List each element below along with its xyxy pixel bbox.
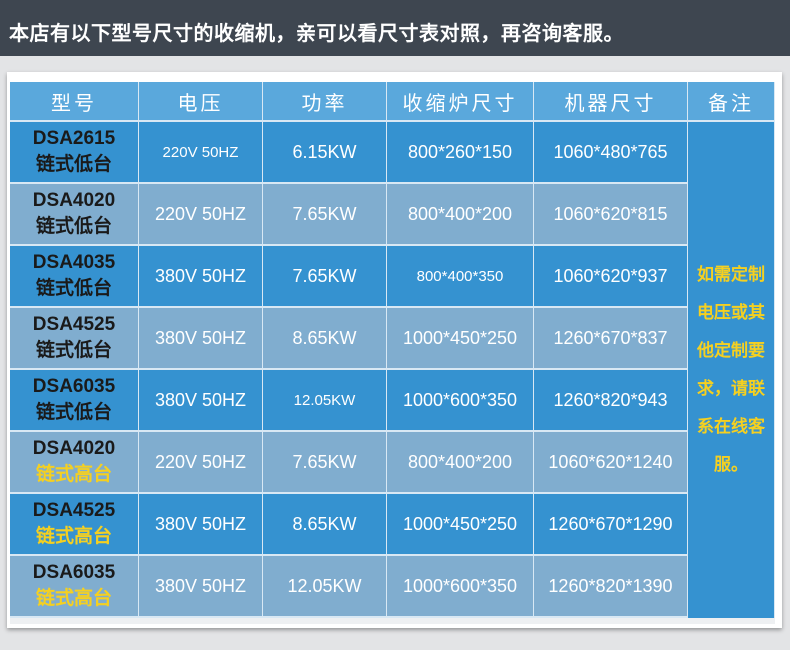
- model-type: 链式低台: [35, 402, 112, 423]
- model-type: 链式低台: [35, 340, 112, 361]
- model-name: DSA4035: [32, 252, 116, 273]
- voltage-cell: 380V 50HZ: [139, 246, 263, 308]
- model-name: DSA6035: [32, 376, 116, 397]
- power-cell: 7.65KW: [263, 184, 387, 246]
- power-cell: 7.65KW: [263, 246, 387, 308]
- machine-cell: 1260*670*837: [534, 308, 688, 370]
- voltage-cell: 380V 50HZ: [139, 556, 263, 618]
- header-cell: 备注: [688, 82, 775, 122]
- model-cell: DSA6035 链式低台: [10, 370, 139, 432]
- voltage-cell: 220V 50HZ: [139, 432, 263, 494]
- power-cell: 6.15KW: [263, 122, 387, 184]
- model-cell: DSA2615 链式低台: [10, 122, 139, 184]
- model-cell: DSA6035 链式高台: [10, 556, 139, 618]
- furnace-cell: 1000*450*250: [387, 308, 534, 370]
- voltage-cell: 220V 50HZ: [139, 184, 263, 246]
- header-cell: 电压: [139, 82, 263, 122]
- furnace-cell: 1000*450*250: [387, 494, 534, 556]
- table-footer: [10, 618, 775, 624]
- model-cell: DSA4525 链式低台: [10, 308, 139, 370]
- model-type: 链式高台: [35, 588, 112, 609]
- model-cell: DSA4020 链式低台: [10, 184, 139, 246]
- model-type: 链式低台: [35, 154, 112, 175]
- model-type: 链式高台: [35, 464, 112, 485]
- model-type: 链式高台: [35, 526, 112, 547]
- model-type: 链式低台: [35, 278, 112, 299]
- furnace-cell: 800*260*150: [387, 122, 534, 184]
- power-cell: 7.65KW: [263, 432, 387, 494]
- machine-cell: 1060*620*815: [534, 184, 688, 246]
- model-name: DSA2615: [32, 128, 116, 149]
- banner: 本店有以下型号尺寸的收缩机，亲可以看尺寸表对照，再咨询客服。: [0, 0, 790, 56]
- model-name: DSA4525: [32, 500, 116, 521]
- model-cell: DSA4020 链式高台: [10, 432, 139, 494]
- voltage-cell: 380V 50HZ: [139, 494, 263, 556]
- machine-cell: 1060*480*765: [534, 122, 688, 184]
- machine-cell: 1060*620*1240: [534, 432, 688, 494]
- furnace-cell: 800*400*200: [387, 184, 534, 246]
- model-cell: DSA4035 链式低台: [10, 246, 139, 308]
- voltage-cell: 380V 50HZ: [139, 308, 263, 370]
- voltage-cell: 220V 50HZ: [139, 122, 263, 184]
- model-name: DSA4020: [32, 438, 116, 459]
- model-name: DSA4525: [32, 314, 116, 335]
- machine-cell: 1260*820*943: [534, 370, 688, 432]
- furnace-cell: 800*400*200: [387, 432, 534, 494]
- header-cell: 机器尺寸: [534, 82, 688, 122]
- power-cell: 8.65KW: [263, 308, 387, 370]
- model-cell: DSA4525 链式高台: [10, 494, 139, 556]
- spec-table: 型号 电压 功率 收缩炉尺寸 机器尺寸 备注 DSA2615 链式低台 220V 50HZ 6.1…: [10, 82, 775, 618]
- model-name: DSA6035: [32, 562, 116, 583]
- machine-cell: 1260*670*1290: [534, 494, 688, 556]
- header-cell: 功率: [263, 82, 387, 122]
- header-cell: 收缩炉尺寸: [387, 82, 534, 122]
- header-cell: 型号: [10, 82, 139, 122]
- voltage-cell: 380V 50HZ: [139, 370, 263, 432]
- furnace-cell: 800*400*350: [387, 246, 534, 308]
- model-type: 链式低台: [35, 216, 112, 237]
- furnace-cell: 1000*600*350: [387, 370, 534, 432]
- furnace-cell: 1000*600*350: [387, 556, 534, 618]
- machine-cell: 1060*620*937: [534, 246, 688, 308]
- power-cell: 12.05KW: [263, 556, 387, 618]
- power-cell: 12.05KW: [263, 370, 387, 432]
- model-name: DSA4020: [32, 190, 116, 211]
- machine-cell: 1260*820*1390: [534, 556, 688, 618]
- remark-cell: 如需定制电压或其他定制要求，请联系在线客服。: [688, 122, 775, 618]
- power-cell: 8.65KW: [263, 494, 387, 556]
